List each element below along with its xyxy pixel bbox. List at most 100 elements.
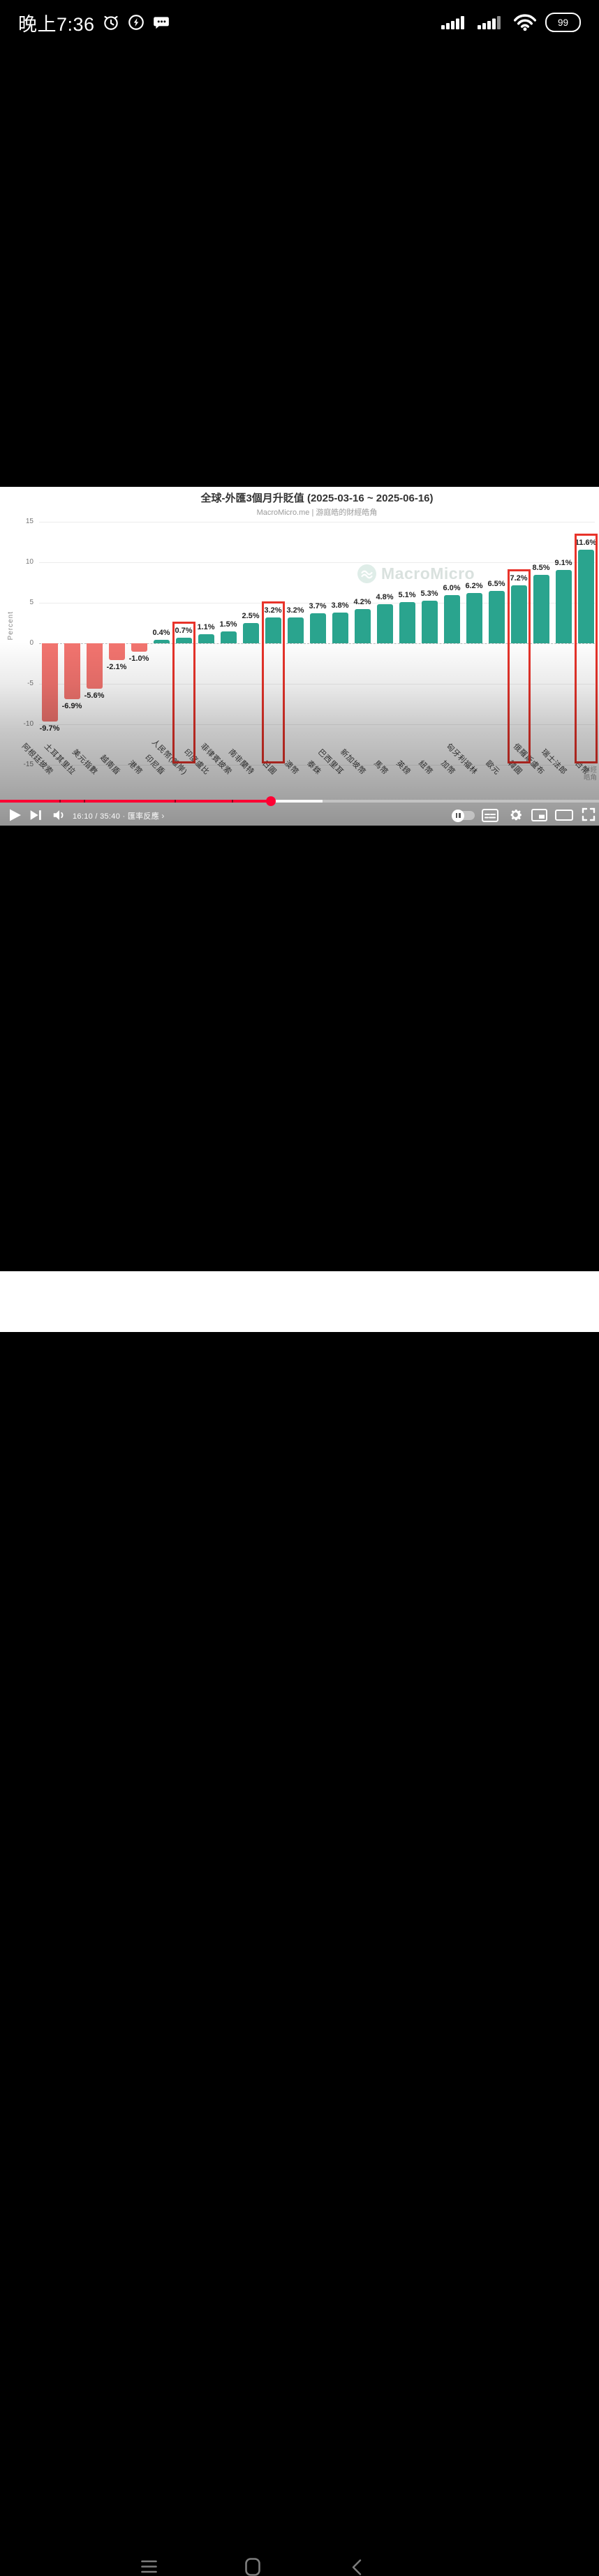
bar [354, 609, 371, 643]
gridline [39, 683, 595, 685]
bar-value-label: 9.1% [554, 558, 572, 567]
back-icon[interactable] [352, 2559, 362, 2575]
bar-value-label: 3.8% [331, 601, 349, 610]
bar-value-label: 8.5% [532, 563, 550, 572]
bar-value-label: 7.2% [510, 573, 528, 583]
elapsed-and-duration: 16:10 / 35:40 [73, 812, 121, 821]
battery-icon: 99 [545, 13, 581, 32]
bar [399, 601, 415, 643]
menu-icon[interactable] [141, 2560, 157, 2573]
x-tick-label: 歐元 [484, 759, 501, 777]
bar [443, 594, 460, 643]
seek-bar[interactable] [0, 796, 599, 806]
highlight-box [261, 601, 285, 763]
bar-value-label: 3.2% [264, 606, 282, 615]
bar [376, 604, 393, 643]
clock-time: 晚上7:36 [18, 13, 95, 35]
y-tick-label: 10 [25, 558, 34, 566]
bar-value-label: 0.7% [175, 626, 193, 635]
channel-watermark: 財經 皓角 [584, 766, 598, 782]
captions-icon[interactable] [482, 809, 498, 822]
bar-value-label: -9.7% [39, 724, 60, 733]
volume-icon[interactable] [52, 807, 67, 823]
x-tick-label: 加幣 [439, 759, 457, 777]
play-icon[interactable] [6, 807, 23, 824]
autoplay-knob [452, 809, 464, 822]
chart-title: 全球-外匯3個月升貶值 (2025-03-16 ~ 2025-06-16) [200, 492, 434, 504]
theater-mode-icon[interactable] [555, 810, 573, 821]
bar [421, 600, 438, 643]
bar-value-label: -2.1% [106, 663, 127, 672]
bar-value-label: -6.9% [61, 701, 82, 710]
battery-saver-icon [128, 15, 144, 30]
bar [108, 643, 125, 661]
bar-value-label: 1.1% [197, 623, 215, 632]
bar [131, 643, 147, 652]
home-icon[interactable] [245, 2558, 260, 2576]
x-tick-label: 英鎊 [394, 759, 412, 777]
bar [488, 590, 505, 643]
seek-scrubber[interactable] [265, 796, 276, 806]
highlight-box [172, 621, 195, 763]
gridline [39, 764, 595, 766]
bar [41, 643, 58, 722]
x-tick-label: 澳幣 [283, 759, 300, 777]
bar-value-label: 11.6% [575, 538, 597, 547]
bar [510, 585, 527, 643]
y-tick-label: -10 [23, 719, 34, 728]
bar-value-label: 5.1% [398, 590, 416, 599]
chapter-marker [174, 800, 176, 803]
y-tick-label: 5 [29, 599, 34, 607]
bar [332, 613, 348, 643]
macromicro-watermark: MacroMicro [357, 564, 475, 583]
bar-value-label: 3.2% [286, 606, 304, 615]
bar-chart: 全球-外匯3個月升貶值 (2025-03-16 ~ 2025-06-16) Ma… [0, 487, 599, 826]
bar-value-label: -5.6% [84, 691, 105, 700]
bar [555, 569, 572, 643]
chart-subtitle: MacroMicro.me | 游庭皓的財經皓角 [256, 508, 378, 517]
highlight-box [507, 569, 531, 763]
bar-value-label: 4.2% [353, 598, 371, 607]
bar [533, 574, 549, 643]
bar [86, 643, 103, 689]
bar [309, 613, 326, 643]
bar-value-label: 4.8% [376, 593, 394, 602]
bar [153, 640, 170, 643]
bar-value-label: 1.5% [219, 620, 237, 629]
bar-value-label: 6.2% [465, 582, 483, 591]
bar [64, 643, 80, 699]
y-tick-label: -5 [27, 679, 34, 687]
video-player[interactable]: 全球-外匯3個月升貶值 (2025-03-16 ~ 2025-06-16) Ma… [0, 487, 599, 826]
chapter-title[interactable]: 匯率反應 [127, 812, 160, 821]
y-tick-label: 15 [25, 518, 34, 526]
chapter-arrow-icon[interactable]: › [161, 811, 165, 821]
signal-sim2-icon [478, 16, 501, 29]
bar [287, 617, 304, 643]
highlight-box [574, 533, 598, 763]
status-bar: 晚上7:36 [0, 0, 599, 45]
chapter-marker [59, 800, 61, 803]
signal-sim1-icon [441, 16, 464, 29]
autoplay-toggle[interactable] [452, 809, 475, 822]
bar-value-label: 6.5% [487, 579, 505, 588]
x-tick-label: 泰銖 [305, 759, 323, 777]
x-tick-label: 馬幣 [372, 759, 390, 777]
bar [466, 593, 482, 643]
bar-value-label: -1.0% [128, 654, 149, 663]
fullscreen-icon[interactable] [582, 807, 596, 821]
x-tick-label: 紐幣 [417, 759, 434, 777]
next-icon[interactable] [28, 807, 43, 823]
alarm-icon [103, 15, 118, 30]
y-tick-label: 0 [29, 639, 34, 647]
miniplayer-icon[interactable] [531, 809, 547, 821]
chapter-marker [232, 800, 234, 803]
bar [220, 631, 237, 643]
settings-gear-icon[interactable] [508, 807, 523, 822]
bar-value-label: 5.3% [420, 589, 438, 598]
bar [265, 617, 281, 643]
bar-value-label: 2.5% [242, 612, 260, 621]
seek-played [0, 800, 271, 803]
wifi-icon [513, 14, 537, 31]
bar-value-label: 3.7% [309, 602, 327, 611]
bar-value-label: 6.0% [443, 583, 461, 592]
